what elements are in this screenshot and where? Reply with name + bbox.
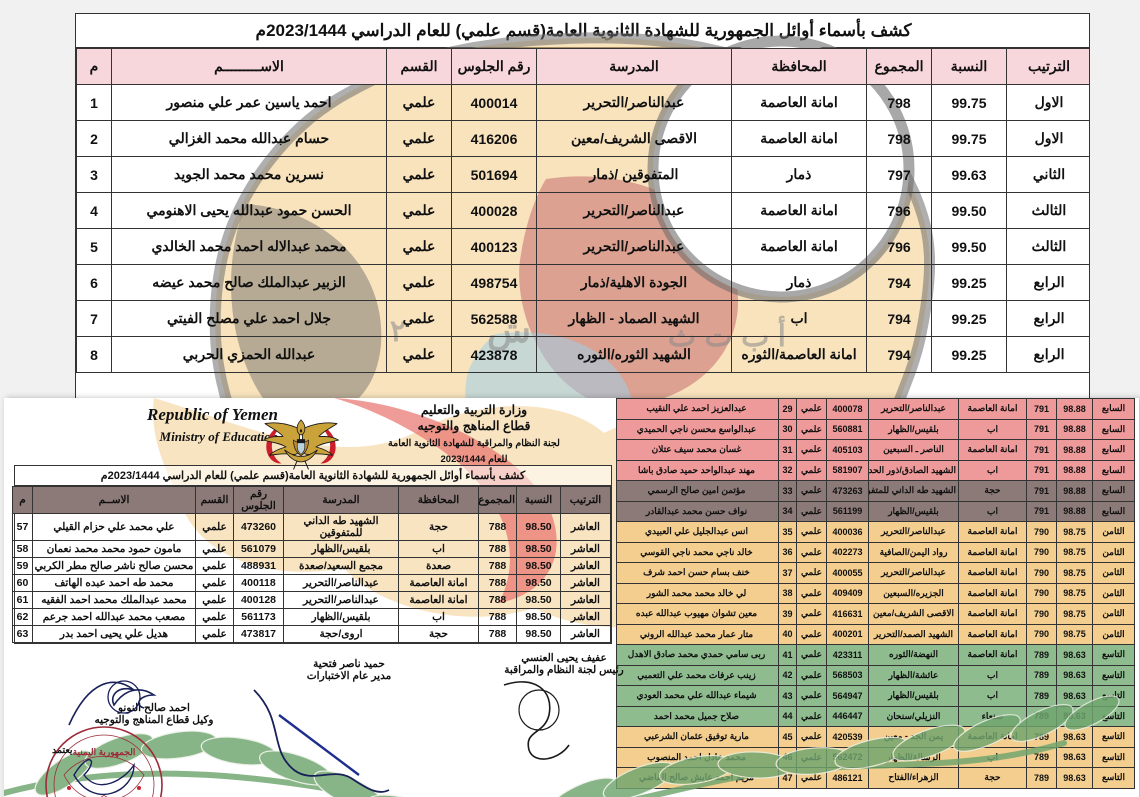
svg-text:الجمهورية اليمنية: الجمهورية اليمنية xyxy=(73,747,136,758)
